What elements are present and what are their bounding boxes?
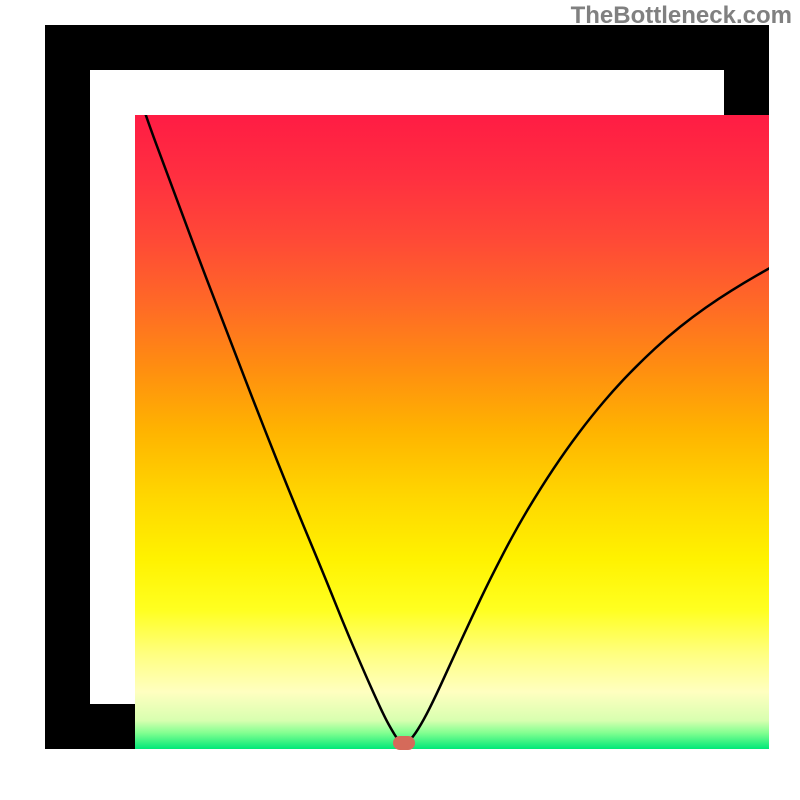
curve-svg: [135, 115, 769, 749]
watermark-label: TheBottleneck.com: [571, 2, 792, 30]
gradient-background: [135, 115, 769, 749]
minimum-marker: [393, 736, 415, 750]
plot-area: [45, 25, 769, 749]
chart-frame: TheBottleneck.com: [0, 0, 800, 800]
